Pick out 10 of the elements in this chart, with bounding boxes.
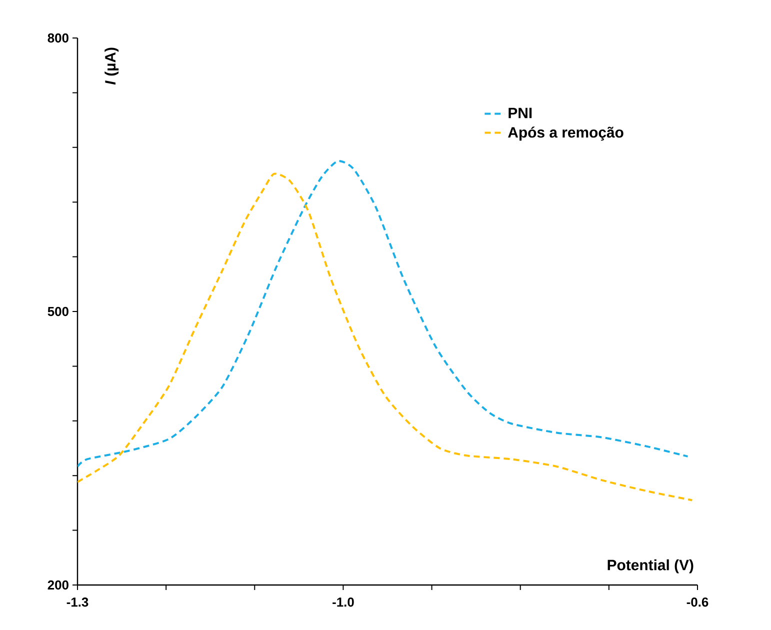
y-tick-label: 200	[48, 580, 68, 590]
x-tick-label: -0.6	[686, 598, 708, 607]
legend-label: Após a remoção	[508, 126, 624, 141]
legend-label: PNI	[508, 108, 532, 118]
x-axis-title: Potential (V)	[608, 559, 694, 574]
x-tick-label: -1.0	[332, 598, 354, 607]
y-tick-label: 800	[48, 33, 68, 43]
x-tick-label: -1.3	[66, 598, 88, 607]
y-tick-label: 500	[48, 306, 68, 316]
y-axis-title: I (µA)	[104, 48, 119, 85]
